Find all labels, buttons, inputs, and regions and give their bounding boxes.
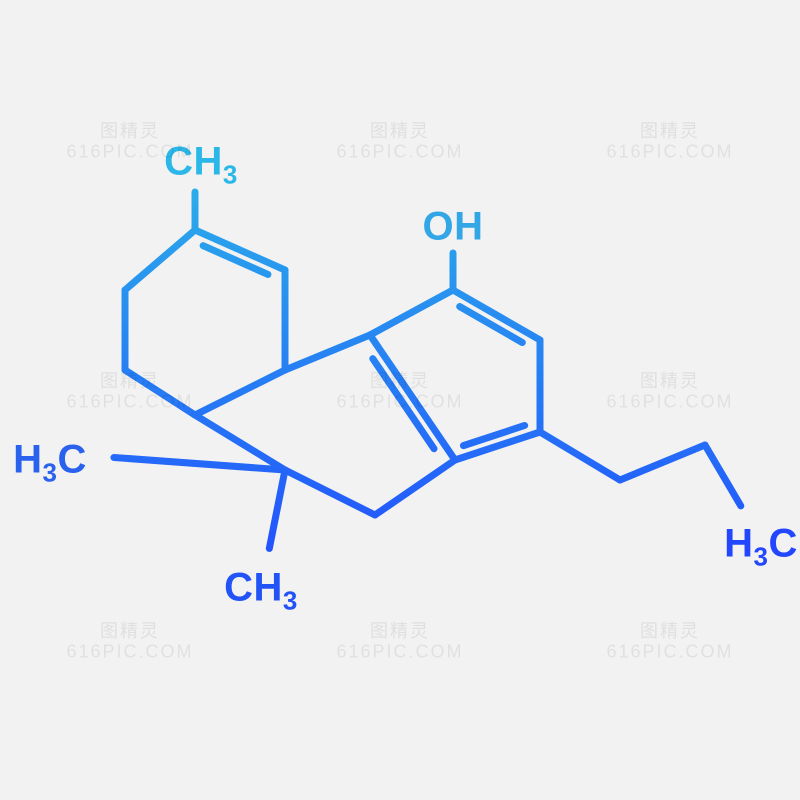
watermark-text: 图精灵 — [370, 367, 430, 393]
watermark-subtext: 616PIC.COM — [336, 392, 463, 413]
watermark-subtext: 616PIC.COM — [336, 642, 463, 663]
watermark-text: 图精灵 — [370, 117, 430, 143]
watermark-subtext: 616PIC.COM — [606, 392, 733, 413]
watermark-text: 图精灵 — [100, 367, 160, 393]
watermark-subtext: 616PIC.COM — [606, 142, 733, 163]
chem-label: H3C — [724, 522, 798, 567]
watermark-subtext: 616PIC.COM — [66, 392, 193, 413]
watermark-text: 图精灵 — [370, 617, 430, 643]
chem-label: OH — [423, 205, 484, 250]
watermark-subtext: 616PIC.COM — [336, 142, 463, 163]
watermark-subtext: 616PIC.COM — [606, 642, 733, 663]
chem-label: H3C — [13, 438, 87, 483]
chemical-structure-diagram: CH3OHH3CCH3H3C 图精灵616PIC.COM图精灵616PIC.CO… — [0, 0, 800, 800]
watermark-subtext: 616PIC.COM — [66, 642, 193, 663]
watermark-text: 图精灵 — [100, 117, 160, 143]
watermark-text: 图精灵 — [640, 367, 700, 393]
watermark-text: 图精灵 — [100, 617, 160, 643]
watermark-text: 图精灵 — [640, 617, 700, 643]
chem-label: CH3 — [224, 566, 298, 611]
watermark-text: 图精灵 — [640, 117, 700, 143]
watermark-subtext: 616PIC.COM — [66, 142, 193, 163]
